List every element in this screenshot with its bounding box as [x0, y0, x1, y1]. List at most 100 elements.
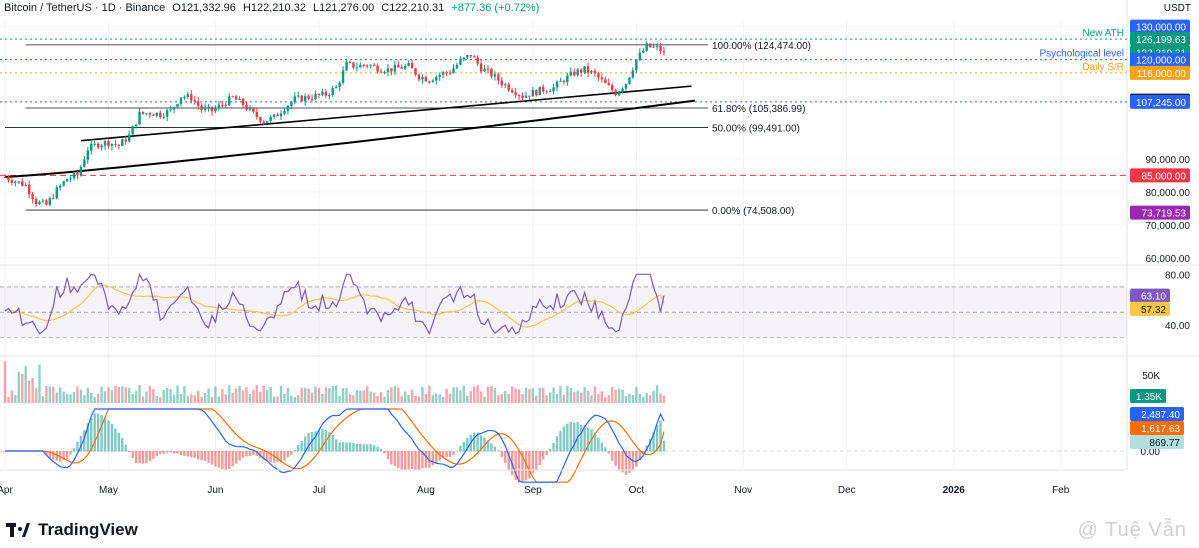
candle-body — [27, 184, 31, 195]
volume-bar — [655, 385, 659, 403]
volume-bar — [600, 391, 604, 403]
rsi-tag-bg — [1130, 288, 1170, 303]
candle-body — [507, 84, 510, 91]
volume-bar — [662, 395, 666, 403]
volume-bar — [324, 387, 328, 403]
macd-histogram-bar — [635, 451, 638, 467]
candle-body — [117, 144, 121, 146]
macd-histogram-bar — [179, 451, 183, 456]
candle-body — [579, 69, 583, 73]
macd-histogram-bar — [314, 431, 317, 452]
volume-bar — [3, 361, 7, 403]
volume-bar — [379, 391, 383, 403]
candle-body — [279, 113, 283, 117]
level-price-tag-bg — [1130, 52, 1190, 67]
candle-body — [400, 67, 403, 69]
ohlc-close: C122,210.31 — [381, 2, 445, 14]
macd-histogram-bar — [583, 425, 586, 452]
macd-histogram-bar — [128, 451, 131, 453]
volume-bar — [348, 394, 352, 403]
macd-histogram-bar — [169, 451, 172, 453]
volume-bar — [200, 396, 203, 403]
candle-body — [155, 112, 158, 116]
candle-body — [145, 113, 148, 115]
volume-bar — [14, 395, 17, 403]
tradingview-brand[interactable]: TradingView — [6, 520, 138, 540]
candle-body — [611, 85, 614, 91]
volume-bar — [576, 390, 579, 403]
macd-histogram-bar — [438, 451, 441, 461]
candlestick-series[interactable] — [3, 41, 666, 207]
volume-bar — [469, 391, 472, 403]
macd-histogram-bar — [134, 451, 138, 464]
macd-histogram-bar — [435, 451, 438, 464]
volume-bar — [241, 390, 245, 403]
macd-histogram-bar — [614, 451, 617, 466]
candle-body — [121, 139, 124, 146]
macd-histogram-bar — [473, 432, 476, 452]
macd-histogram-bar — [462, 441, 466, 452]
horizontal-levels: New ATH Psychological level Daily S/R — [0, 28, 1127, 176]
price-tag: 107,245.00 — [1136, 98, 1186, 109]
volume-bar — [186, 396, 190, 403]
time-axis[interactable]: Apr May Jun Jul Aug Sep Oct Nov Dec 2026 Feb — [0, 469, 1125, 496]
candle-body — [662, 51, 666, 53]
volume-bar — [566, 385, 569, 403]
volume-bar — [179, 394, 183, 403]
candle-body — [317, 93, 321, 95]
volume-bar — [383, 396, 386, 403]
macd-histogram-bar — [545, 451, 548, 456]
symbol-title[interactable]: Bitcoin / TetherUS · 1D · Binance — [4, 2, 166, 14]
macd-histogram-bar — [62, 451, 65, 461]
macd-histogram-bar — [555, 436, 559, 452]
rsi-ma-tag-bg — [1130, 301, 1170, 316]
macd-histogram-bar — [466, 437, 469, 452]
candle-body — [190, 94, 193, 101]
level-price-tag-bg — [1130, 168, 1190, 183]
volume-bar — [7, 396, 10, 403]
volume-bar — [542, 387, 545, 403]
macd-histogram-bar — [331, 435, 334, 452]
candle-body — [473, 56, 476, 58]
fib-label: 61.80% (105,386.99) — [712, 104, 805, 115]
macd-histogram-bar — [459, 445, 462, 452]
volume-bar — [628, 393, 631, 403]
ohlc-open: O121,332.96 — [172, 2, 236, 14]
macd-histogram-bar — [290, 451, 293, 455]
candle-body — [100, 145, 103, 148]
volume-bar — [621, 389, 624, 403]
volume-bar — [38, 364, 41, 403]
volume-bar — [500, 394, 503, 403]
macd-histogram-bar — [76, 441, 79, 452]
macd-histogram-bar — [448, 451, 452, 458]
candle-body — [369, 65, 372, 67]
volume-bar — [10, 390, 14, 403]
level-price-tag: 116,000.00 — [1137, 69, 1187, 80]
macd-histogram-bar — [638, 451, 641, 461]
volume-bar — [355, 390, 359, 403]
volume-bar — [148, 385, 152, 403]
volume-bar — [65, 394, 69, 403]
macd-histogram-bar — [352, 442, 355, 452]
macd-tag-bg — [1130, 435, 1184, 449]
candle-body — [328, 94, 331, 96]
candle-body — [34, 199, 38, 205]
candle-body — [141, 111, 145, 114]
macd-histogram-bar — [228, 451, 231, 469]
macd-histogram-bar — [210, 451, 214, 465]
volume-bar — [17, 372, 20, 403]
candle-body — [348, 61, 352, 63]
candle-body — [131, 126, 134, 135]
candle-body — [517, 95, 521, 97]
macd-value-tag: 869.77 — [1149, 438, 1180, 449]
macd-histogram-bar — [131, 451, 134, 459]
volume-bar — [459, 390, 462, 403]
volume-bar — [390, 387, 393, 403]
volume-bar — [366, 386, 369, 403]
volume-bar — [252, 389, 255, 403]
macd-tag-bg — [1130, 421, 1184, 435]
volume-bar — [445, 388, 448, 403]
macd-histogram-bar — [197, 451, 200, 460]
macd-histogram-bar — [86, 423, 89, 452]
